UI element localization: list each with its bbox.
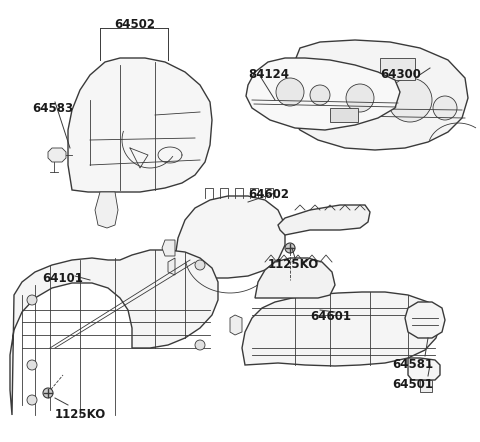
- Text: 64501: 64501: [392, 378, 433, 391]
- Circle shape: [27, 360, 37, 370]
- Circle shape: [276, 78, 304, 106]
- Text: 84124: 84124: [248, 68, 289, 81]
- Polygon shape: [48, 148, 66, 162]
- Circle shape: [332, 77, 368, 113]
- Polygon shape: [255, 258, 335, 298]
- Polygon shape: [246, 58, 400, 130]
- Circle shape: [27, 395, 37, 405]
- Circle shape: [43, 388, 53, 398]
- Text: 64601: 64601: [310, 310, 351, 323]
- Circle shape: [195, 340, 205, 350]
- Text: 64583: 64583: [32, 102, 73, 115]
- Polygon shape: [408, 358, 440, 380]
- Circle shape: [195, 260, 205, 270]
- Bar: [380, 58, 415, 80]
- Polygon shape: [95, 192, 118, 228]
- Polygon shape: [175, 196, 285, 278]
- Polygon shape: [242, 292, 440, 366]
- Circle shape: [388, 78, 432, 122]
- Polygon shape: [285, 40, 468, 150]
- Text: 1125KO: 1125KO: [268, 258, 319, 271]
- Circle shape: [346, 84, 374, 112]
- Circle shape: [310, 85, 330, 105]
- Polygon shape: [230, 315, 242, 335]
- Polygon shape: [168, 258, 175, 275]
- Text: 64502: 64502: [115, 18, 156, 31]
- Text: 1125KO: 1125KO: [55, 408, 106, 421]
- Polygon shape: [405, 302, 445, 338]
- Circle shape: [27, 295, 37, 305]
- Circle shape: [285, 243, 295, 253]
- Polygon shape: [68, 58, 212, 192]
- Text: 64602: 64602: [248, 188, 289, 201]
- Circle shape: [433, 96, 457, 120]
- Text: 64300: 64300: [380, 68, 421, 81]
- Bar: [330, 108, 358, 122]
- Polygon shape: [278, 205, 370, 235]
- Polygon shape: [162, 240, 175, 256]
- Text: 64581: 64581: [392, 358, 433, 371]
- Text: 64101: 64101: [42, 272, 83, 285]
- Polygon shape: [10, 250, 218, 415]
- Polygon shape: [420, 380, 432, 392]
